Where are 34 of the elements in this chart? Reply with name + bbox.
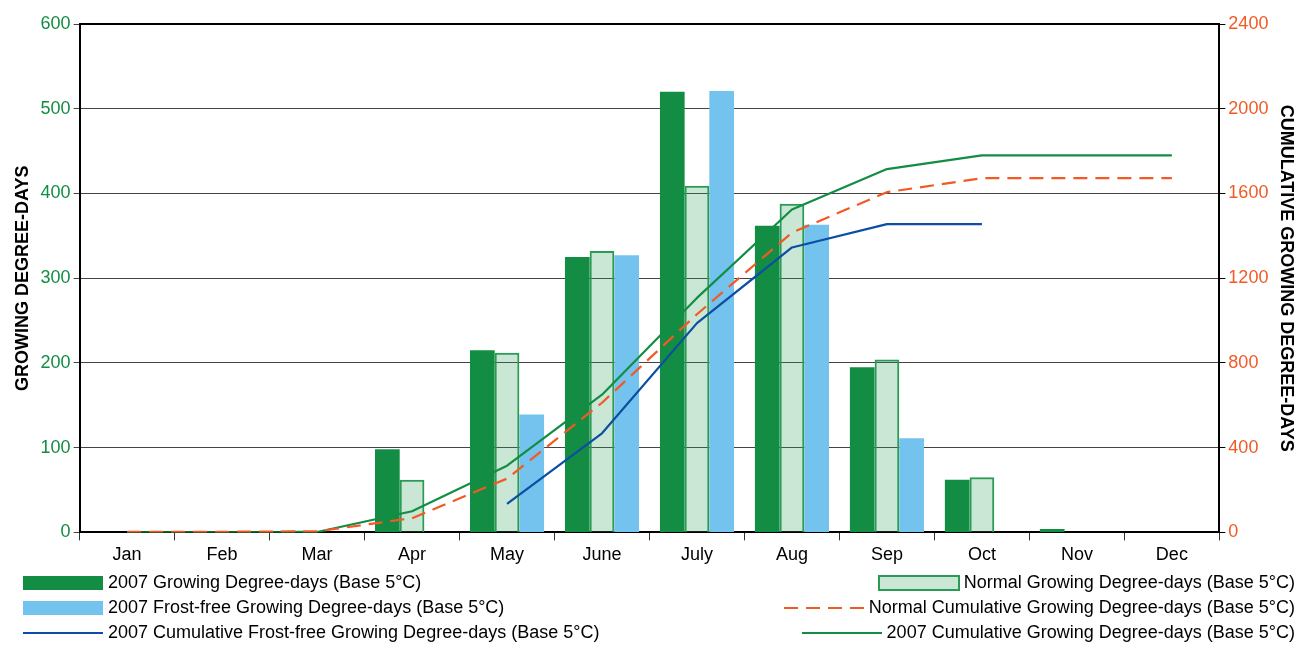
x-tick-label: June [582, 544, 622, 565]
y-tick-label: 100 [40, 436, 71, 457]
y2-tick-label: 400 [1228, 436, 1259, 457]
y-tick-label: 400 [40, 182, 71, 203]
x-tick-label: July [680, 544, 713, 565]
y-tick-label: 0 [60, 521, 71, 542]
legend-label: Normal Cumulative Growing Degree-days (Base 5°C) [868, 597, 1295, 618]
x-tick-label: Nov [1060, 544, 1093, 565]
y2-axis-title: CUMULATIVE GROWING DEGREE-DAYS [1277, 104, 1298, 452]
legend-label: Normal Growing Degree-days (Base 5°C) [963, 572, 1295, 593]
x-tick-label: May [490, 544, 525, 565]
legend-label: 2007 Growing Degree-days (Base 5°C) [108, 572, 422, 593]
x-tick-label: Apr [398, 544, 427, 565]
y2-tick-label: 0 [1228, 521, 1239, 542]
x-tick-label: Mar [301, 544, 333, 565]
y-tick-label: 600 [40, 12, 71, 33]
legend-label: 2007 Cumulative Growing Degree-days (Base 5°C) [886, 622, 1295, 643]
x-tick-label: Jan [112, 544, 142, 565]
x-tick-label: Sep [870, 544, 903, 565]
legend-label: 2007 Cumulative Frost-free Growing Degree-days (Base 5°C) [108, 622, 600, 643]
y2-tick-label: 800 [1228, 351, 1259, 372]
x-tick-label: Aug [775, 544, 808, 565]
y-axis-title: GROWING DEGREE-DAYS [11, 165, 32, 391]
x-tick-label: Feb [206, 544, 238, 565]
x-tick-label: Dec [1155, 544, 1188, 565]
y2-tick-label: 2400 [1228, 12, 1269, 33]
y2-tick-label: 2000 [1228, 97, 1269, 118]
y-tick-label: 500 [40, 97, 71, 118]
x-tick-label: Oct [967, 544, 996, 565]
y-tick-label: 200 [40, 351, 71, 372]
y2-tick-label: 1600 [1228, 182, 1269, 203]
legend-label: 2007 Frost-free Growing Degree-days (Base 5°C) [108, 597, 505, 618]
y2-tick-label: 1200 [1228, 267, 1269, 288]
y-tick-label: 300 [40, 267, 71, 288]
